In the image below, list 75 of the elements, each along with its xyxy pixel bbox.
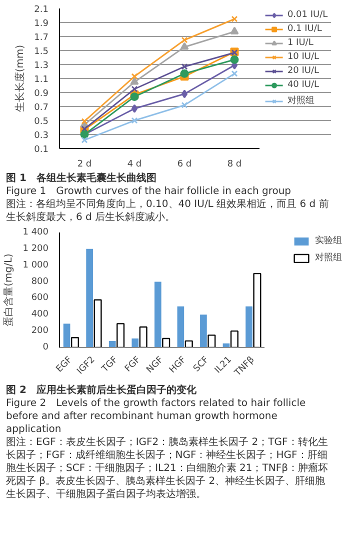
point: [130, 77, 139, 85]
bar: [154, 282, 162, 348]
bar: [162, 338, 170, 348]
text: Figure 2 Levels of the growth factors related to hair follicle before and after recombinant human growth hormone application: [6, 398, 306, 435]
y-tick-label: 1.7: [34, 33, 49, 43]
point: [231, 70, 238, 77]
bar: [94, 299, 102, 348]
y-axis-title: 蛋白含量(mg/L): [2, 253, 15, 326]
point: [181, 36, 188, 44]
y-tick-label: 0.3: [34, 131, 49, 141]
text: Figure 1 Growth curves of the hair follicle in each group: [6, 186, 292, 197]
point: [181, 102, 188, 108]
y-tick-label: 800: [31, 276, 49, 287]
point: [181, 90, 188, 98]
y-tick-label: 200: [31, 326, 49, 336]
point: [180, 69, 189, 78]
text: 图 1 各组生长素毛囊生长曲线图: [6, 173, 156, 184]
bar: [200, 314, 207, 348]
bar: [230, 330, 238, 348]
y-tick-label: 400: [31, 310, 49, 320]
bar: [184, 340, 193, 348]
point: [230, 55, 239, 64]
y-tick-label: 1.5: [34, 47, 49, 57]
text: 图注：各组均呈不同角度向上，0.10、40 IU/L 组效果相近，而且 6 d 前生长斜度最大，6 d 后生长斜度减小。: [6, 199, 329, 223]
text: 图注：EGF：表皮生长因子；IGF2：胰岛素样生长因子 2；TGF：转化生长因子；FGF：成纤维细胞生长因子；NGF：神经生长因子；HGF：肝细胞生长因子；SCF：干细胞因子；IL21：白细胞介素 21；TNFβ：肿瘤坏死因子 β。表皮生长因子、胰岛素样生长因子 2、神经生长因子、肝细胞生长因子、干细胞因子蛋白因子均表达增强。: [6, 437, 328, 500]
y-tick-label: 1.1: [34, 75, 49, 85]
y-tick-label: 0: [42, 342, 49, 352]
legend-label: 0.01 IU/L: [287, 10, 328, 20]
y-tick-label: 0.7: [34, 103, 49, 113]
y-tick-label: 1 000: [22, 260, 49, 270]
point: [181, 63, 188, 70]
text: 图 2 应用生长素前后生长蛋白因子的变化: [6, 385, 196, 396]
y-tick-label: 600: [31, 293, 49, 304]
bar: [177, 306, 184, 348]
bar: [116, 323, 125, 348]
y-tick-label: 0.9: [34, 89, 49, 99]
legend-label: 1 IU/L: [287, 38, 314, 48]
legend-label: 对照组: [287, 94, 314, 107]
point: [131, 73, 138, 80]
bar: [86, 248, 93, 348]
y-axis-title: 生长长度(mm): [14, 44, 26, 112]
y-tick-label: 2.1: [34, 5, 49, 15]
bar: [208, 334, 216, 348]
point: [231, 16, 238, 22]
y-tick-label: 1.9: [34, 19, 49, 29]
x-tick-label: 8 d: [227, 160, 242, 170]
bar: [63, 324, 70, 348]
bar: [108, 340, 116, 348]
point: [81, 136, 88, 144]
y-tick-label: 0.1: [34, 145, 49, 155]
legend-label: 0.1 IU/L: [287, 24, 322, 34]
legend-label: 40 IU/L: [287, 80, 320, 90]
bar: [132, 338, 139, 348]
x-tick-label: 4 d: [127, 160, 142, 170]
bar: [139, 326, 148, 348]
legend-label: 20 IU/L: [287, 66, 320, 76]
point: [131, 86, 138, 92]
x-tick-label: TGF: [100, 354, 120, 376]
legend-label: 对照组: [315, 252, 342, 264]
y-tick-label: 1.3: [34, 61, 49, 71]
point: [180, 42, 189, 50]
legend-label: 10 IU/L: [287, 52, 320, 62]
bar: [246, 306, 252, 348]
legend-label: 实验组: [315, 234, 342, 247]
y-tick-label: 0.5: [34, 117, 49, 127]
x-tick-label: 6 d: [177, 160, 192, 170]
y-tick-label: 1 200: [22, 244, 49, 254]
bar: [70, 337, 80, 348]
bar: [253, 272, 262, 348]
y-tick-label: 1 400: [22, 228, 49, 238]
point: [131, 117, 138, 124]
x-tick-label: 2 d: [77, 160, 92, 170]
point: [81, 118, 88, 124]
point: [131, 104, 138, 113]
point: [230, 26, 239, 34]
